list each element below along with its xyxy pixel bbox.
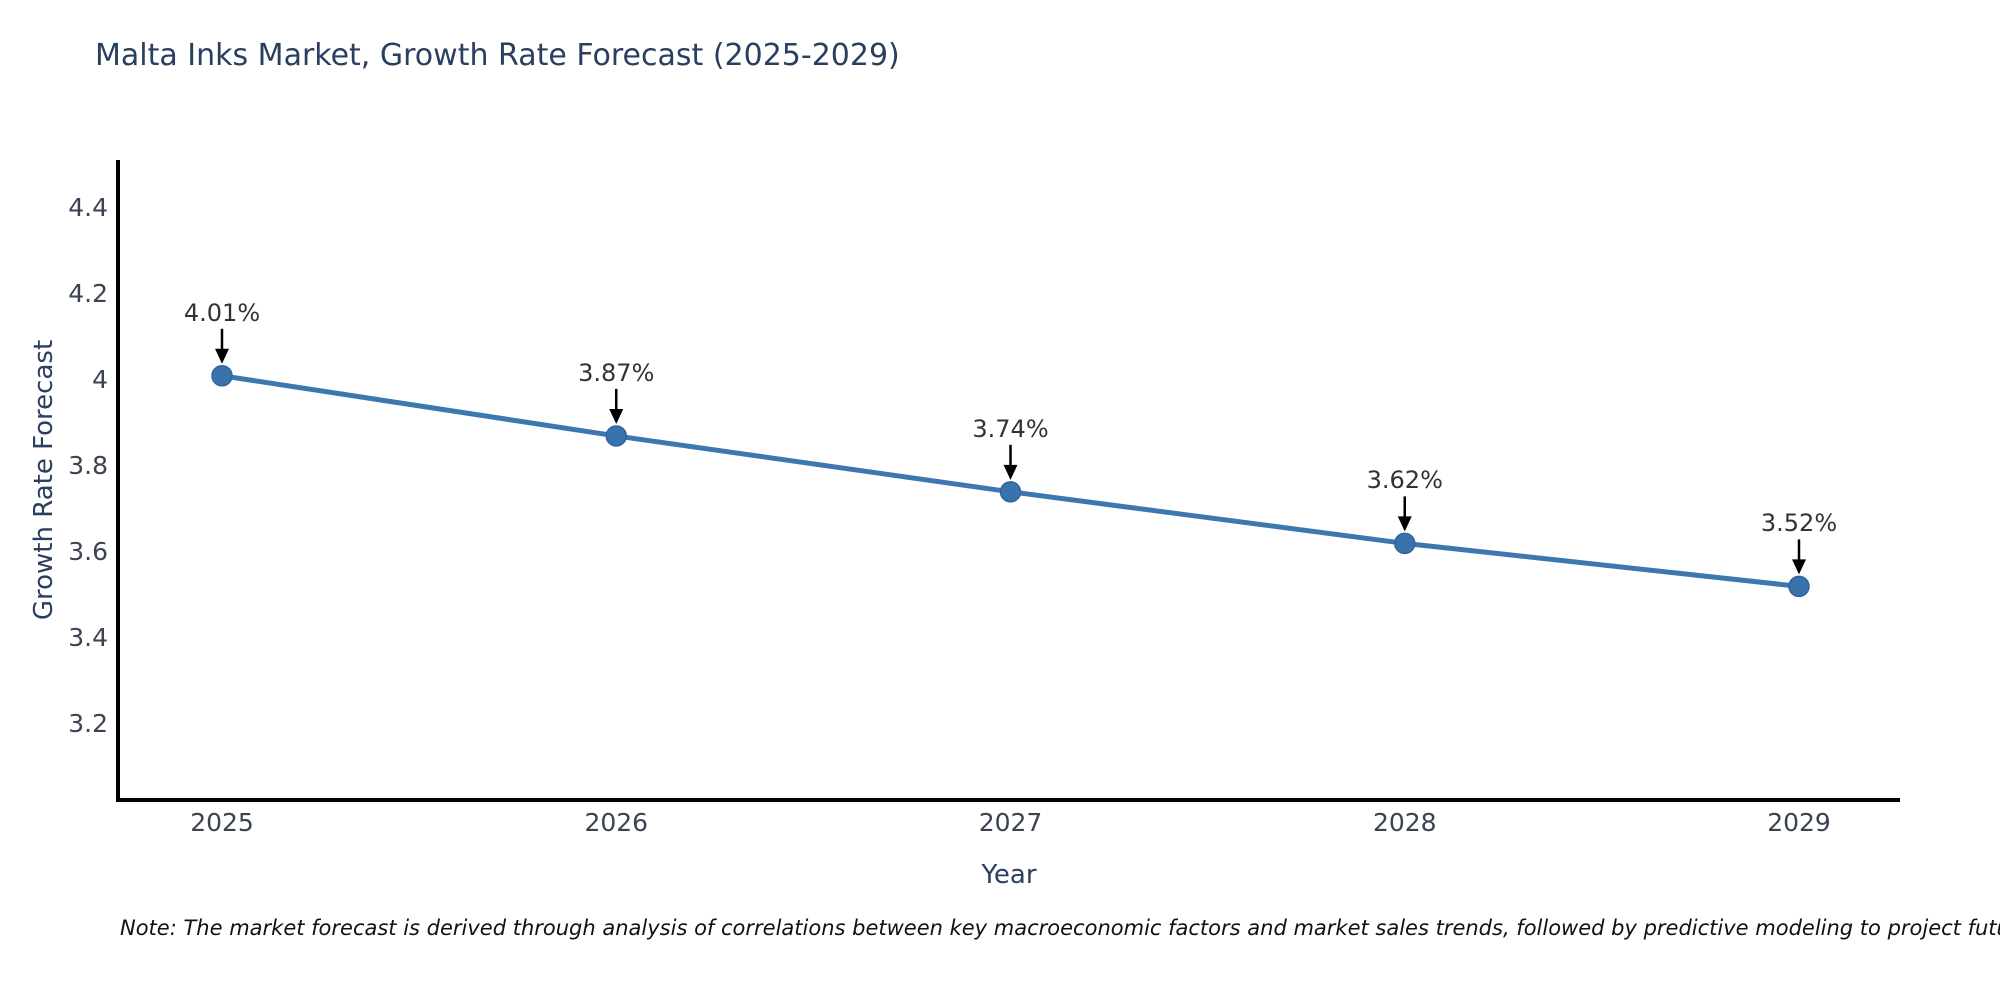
data-point-marker [1394, 532, 1416, 555]
point-annotation-label: 3.74% [972, 414, 1049, 443]
y-tick-label: 3.2 [68, 708, 108, 738]
chart-title: Malta Inks Market, Growth Rate Forecast … [95, 38, 900, 73]
annotation-arrowhead [215, 348, 229, 364]
y-tick-label: 3.8 [68, 451, 108, 481]
annotation-arrowhead [1397, 516, 1412, 532]
y-tick-label: 4 [92, 365, 108, 395]
y-tick-label: 4.4 [68, 193, 108, 223]
x-tick-label: 2026 [584, 808, 649, 837]
x-tick-label: 2027 [978, 808, 1043, 837]
annotation-arrowhead [609, 408, 624, 424]
data-point-marker [999, 481, 1022, 503]
footnote: Note: The market forecast is derived thr… [120, 916, 2000, 940]
data-point-marker [1788, 575, 1810, 598]
annotation-arrowhead [1792, 559, 1806, 575]
point-annotation-label: 3.52% [1760, 509, 1838, 538]
y-tick-label: 3.4 [68, 622, 108, 652]
y-tick-label: 3.6 [68, 536, 108, 566]
x-axis-title: Year [981, 860, 1037, 890]
data-point-marker [211, 365, 233, 387]
point-annotation-label: 3.62% [1366, 466, 1443, 495]
annotation-arrowhead [1003, 464, 1018, 480]
point-annotation-label: 3.87% [578, 358, 655, 387]
x-tick-label: 2029 [1767, 808, 1831, 837]
axis-lines [116, 160, 1900, 802]
x-tick-label: 2028 [1372, 808, 1437, 837]
point-annotation-label: 4.01% [183, 298, 261, 327]
data-point-marker [605, 425, 627, 447]
x-tick-label: 2025 [190, 808, 254, 837]
y-tick-label: 4.2 [68, 279, 108, 309]
